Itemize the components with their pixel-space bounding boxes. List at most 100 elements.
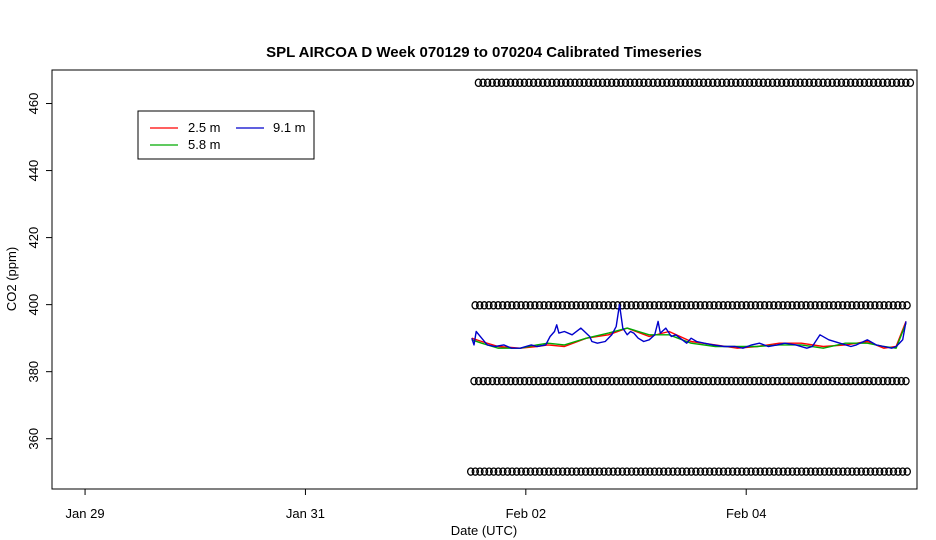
data-marker bbox=[612, 376, 621, 386]
data-marker bbox=[595, 467, 604, 476]
data-marker bbox=[797, 467, 806, 476]
data-marker bbox=[595, 301, 603, 310]
data-marker bbox=[531, 301, 539, 310]
data-marker bbox=[644, 376, 653, 386]
data-marker bbox=[471, 301, 479, 310]
data-marker bbox=[586, 467, 594, 476]
data-marker bbox=[488, 376, 497, 386]
data-marker bbox=[829, 301, 838, 310]
data-marker bbox=[552, 78, 561, 87]
y-tick-label: 460 bbox=[26, 93, 41, 115]
data-marker bbox=[562, 376, 570, 386]
series-line-2-5-m bbox=[471, 321, 907, 349]
data-marker bbox=[672, 78, 680, 87]
data-marker bbox=[719, 301, 728, 310]
data-marker bbox=[535, 301, 544, 310]
data-marker bbox=[577, 467, 585, 476]
data-marker bbox=[768, 376, 777, 386]
series-line-5-8-m bbox=[471, 322, 907, 349]
data-marker bbox=[572, 301, 580, 310]
data-marker bbox=[687, 301, 695, 310]
data-marker bbox=[723, 376, 731, 386]
data-marker bbox=[842, 78, 850, 87]
data-marker bbox=[889, 467, 898, 476]
data-marker bbox=[897, 78, 905, 87]
data-marker bbox=[586, 301, 594, 310]
data-marker bbox=[747, 467, 755, 476]
data-marker bbox=[589, 376, 598, 386]
data-marker bbox=[727, 78, 735, 87]
data-marker bbox=[659, 467, 668, 476]
data-marker bbox=[511, 376, 520, 386]
data-marker bbox=[517, 301, 525, 310]
data-marker bbox=[879, 78, 887, 87]
data-marker bbox=[479, 376, 487, 386]
data-marker bbox=[474, 78, 483, 87]
data-marker bbox=[649, 78, 657, 87]
data-marker bbox=[497, 376, 506, 386]
data-marker bbox=[690, 78, 699, 87]
data-marker bbox=[475, 301, 484, 310]
data-marker bbox=[489, 467, 498, 476]
data-marker bbox=[474, 376, 483, 386]
data-marker bbox=[635, 78, 644, 87]
data-marker bbox=[580, 78, 588, 87]
y-tick-label: 380 bbox=[26, 361, 41, 383]
data-marker bbox=[535, 467, 544, 476]
data-marker bbox=[759, 78, 768, 87]
data-marker bbox=[540, 467, 548, 476]
data-marker bbox=[736, 78, 745, 87]
data-marker bbox=[715, 467, 723, 476]
data-marker bbox=[750, 78, 758, 87]
data-marker bbox=[673, 467, 682, 476]
data-marker bbox=[903, 301, 911, 310]
data-marker bbox=[623, 301, 631, 310]
data-marker bbox=[796, 376, 805, 386]
data-marker bbox=[784, 467, 792, 476]
data-marker bbox=[549, 467, 558, 476]
data-marker bbox=[788, 467, 797, 476]
data-marker bbox=[512, 467, 521, 476]
data-marker bbox=[701, 301, 709, 310]
data-marker bbox=[724, 467, 732, 476]
data-marker bbox=[741, 78, 749, 87]
data-marker bbox=[741, 376, 749, 386]
data-marker bbox=[692, 467, 700, 476]
data-marker bbox=[484, 376, 492, 386]
data-marker bbox=[682, 301, 691, 310]
y-tick-label: 440 bbox=[26, 160, 41, 182]
y-axis-label: CO2 (ppm) bbox=[4, 247, 19, 311]
data-marker bbox=[865, 376, 873, 386]
data-marker bbox=[837, 78, 846, 87]
data-marker bbox=[664, 301, 672, 310]
data-marker bbox=[885, 467, 893, 476]
data-marker bbox=[686, 78, 694, 87]
data-marker bbox=[641, 467, 650, 476]
data-marker bbox=[825, 467, 833, 476]
data-marker bbox=[655, 301, 663, 310]
data-marker bbox=[883, 376, 892, 386]
data-marker bbox=[548, 376, 556, 386]
data-marker bbox=[802, 467, 810, 476]
data-marker bbox=[736, 376, 745, 386]
data-marker bbox=[502, 376, 510, 386]
data-marker bbox=[658, 376, 667, 386]
data-marker bbox=[507, 376, 515, 386]
y-tick-label: 420 bbox=[26, 227, 41, 249]
data-marker bbox=[590, 301, 599, 310]
data-marker bbox=[613, 301, 622, 310]
data-marker bbox=[539, 78, 547, 87]
data-marker bbox=[807, 467, 815, 476]
data-marker bbox=[751, 467, 760, 476]
marker-rows bbox=[466, 78, 915, 476]
data-marker bbox=[581, 467, 590, 476]
data-marker bbox=[718, 78, 726, 87]
data-marker bbox=[677, 376, 685, 386]
data-marker bbox=[889, 301, 898, 310]
data-marker bbox=[728, 301, 737, 310]
data-marker bbox=[875, 467, 884, 476]
data-marker bbox=[738, 467, 746, 476]
data-marker bbox=[543, 78, 552, 87]
data-marker bbox=[834, 301, 842, 310]
data-marker bbox=[650, 301, 659, 310]
